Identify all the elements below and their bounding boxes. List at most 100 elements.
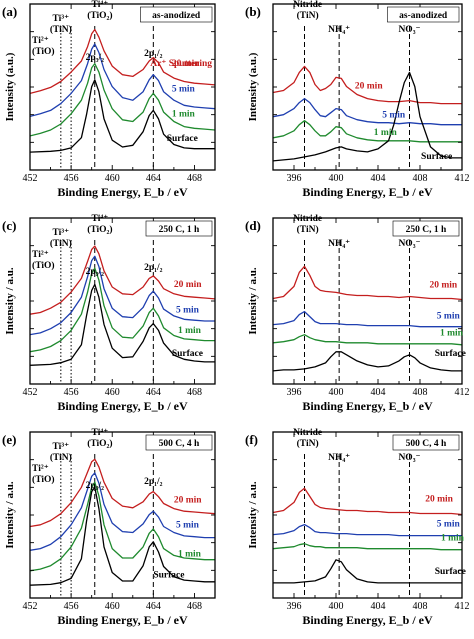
x-tick-label: 408: [413, 601, 428, 612]
series-surface: [30, 79, 215, 153]
peak-annotation: NH₄⁺: [328, 25, 350, 35]
x-tick-label: 396: [287, 387, 302, 398]
series-label-20-min: 20 min: [172, 59, 200, 69]
peak-annotation: Ti²⁺: [32, 464, 49, 474]
peak-annotation: NO₃⁻: [398, 453, 420, 463]
peak-annotation: (TiO₂): [87, 224, 112, 235]
series-label-surface: Surface: [435, 567, 466, 577]
condition-label: as-anodized: [399, 11, 448, 21]
series-1-min: [273, 120, 462, 143]
series-label-1-min: 1 min: [441, 534, 465, 544]
condition-box: [392, 434, 460, 451]
series-label-20-min: 20 min: [174, 496, 202, 506]
peak-annotation: Nitride: [293, 214, 322, 224]
x-axis-label: Binding Energy, E_b / eV: [302, 399, 433, 413]
x-tick-label: 468: [187, 173, 202, 184]
peak-annotation: Ti⁴⁺: [92, 428, 109, 438]
peak-annotation: (TiO): [32, 46, 55, 57]
peak-annotation: (TiO₂): [87, 438, 112, 449]
series-label-20-min: 20 min: [174, 280, 202, 290]
peak-annotation: 2p₃/₂: [86, 267, 105, 277]
series-label-5-min: 5 min: [382, 111, 406, 121]
x-tick-label: 464: [146, 387, 161, 398]
panel-label: (b): [245, 4, 261, 19]
x-tick-label: 396: [287, 173, 302, 184]
x-axis-label: Binding Energy, E_b / eV: [57, 399, 188, 413]
x-axis-label: Binding Energy, E_b / eV: [57, 613, 188, 627]
panel-label: (c): [2, 218, 16, 233]
series-20-min: [30, 458, 215, 528]
y-axis-label: Intensity / a.u.: [4, 267, 16, 334]
series-20-min: [30, 28, 215, 95]
peak-annotation: (TiN): [297, 438, 319, 449]
panel-label: (f): [245, 432, 258, 447]
x-tick-label: 400: [329, 387, 344, 398]
condition-box: [145, 220, 213, 237]
condition-box: [392, 220, 460, 237]
panel-b: 396 400 404 408 412 Binding Energy, E_b / eV I…: [245, 0, 470, 199]
peak-annotation: NH₄⁺: [328, 453, 350, 463]
x-tick-label: 456: [64, 173, 79, 184]
series-20-min: [30, 245, 215, 315]
x-tick-label: 468: [187, 601, 202, 612]
peak-annotation: 2p₃/₂: [86, 53, 105, 63]
series-5-min: [273, 523, 462, 537]
series-surface: [30, 486, 215, 586]
series-20-min: [273, 265, 462, 301]
x-tick-label: 404: [371, 387, 386, 398]
peak-annotation: 2p₃/₂: [86, 481, 105, 491]
peak-annotation: Ti³⁺: [52, 442, 69, 452]
condition-box: [145, 434, 213, 451]
peak-annotation: 2p₁/₂: [144, 477, 163, 487]
series-20-min: [273, 487, 462, 516]
series-label-1-min: 1 min: [440, 329, 464, 339]
x-tick-label: 452: [23, 601, 38, 612]
series-surface: [30, 283, 215, 366]
peak-annotation: (TiN): [297, 10, 319, 21]
x-tick-label: 456: [64, 601, 79, 612]
peak-annotation: (TiO): [32, 474, 55, 485]
peak-annotation: NO₃⁻: [398, 239, 420, 249]
x-tick-label: 396: [287, 601, 302, 612]
series-label-1-min: 1 min: [178, 326, 202, 336]
peak-annotation: Ti⁴⁺: [92, 214, 109, 224]
condition-box: [387, 6, 460, 23]
series-label-surface: Surface: [167, 134, 198, 144]
x-tick-label: 412: [455, 601, 470, 612]
peak-annotation: Nitride: [293, 0, 322, 10]
x-tick-label: 464: [146, 173, 161, 184]
series-1-min: [30, 267, 215, 353]
y-axis-label: Intensity / a.u.: [247, 481, 259, 548]
x-axis-label: Binding Energy, E_b / eV: [302, 185, 433, 199]
x-tick-label: 400: [329, 173, 344, 184]
y-axis-label: Intensity (a.u.): [4, 52, 16, 121]
sputter-note: Ar⁺ Sputtering: [150, 59, 212, 69]
condition-box: [140, 6, 213, 23]
series-label-surface: Surface: [421, 152, 452, 162]
series-label-surface: Surface: [172, 349, 203, 359]
peak-annotation: Nitride: [293, 428, 322, 438]
x-tick-label: 456: [64, 387, 79, 398]
y-axis-label: Intensity / a.u.: [4, 481, 16, 548]
peak-annotation: (TiN): [50, 238, 72, 249]
x-tick-label: 464: [146, 601, 161, 612]
x-tick-label: 460: [105, 387, 120, 398]
peak-annotation: (TiO): [32, 260, 55, 271]
series-surface: [273, 71, 462, 162]
panel-label: (d): [245, 218, 261, 233]
series-label-5-min: 5 min: [176, 305, 200, 315]
series-1-min: [273, 543, 462, 551]
series-surface: [273, 559, 462, 584]
peak-annotation: Ti³⁺: [52, 14, 69, 24]
series-5-min: [30, 43, 215, 118]
condition-label: 500 C, 4 h: [159, 439, 200, 449]
series-surface: [273, 351, 462, 372]
panel-d: 396 400 404 408 412 Binding Energy, E_b / eV I…: [245, 214, 470, 413]
x-tick-label: 460: [105, 601, 120, 612]
panel-f: 396 400 404 408 412 Binding Energy, E_b / eV I…: [245, 428, 470, 627]
y-axis-label: Intensity / a.u.: [247, 267, 259, 334]
